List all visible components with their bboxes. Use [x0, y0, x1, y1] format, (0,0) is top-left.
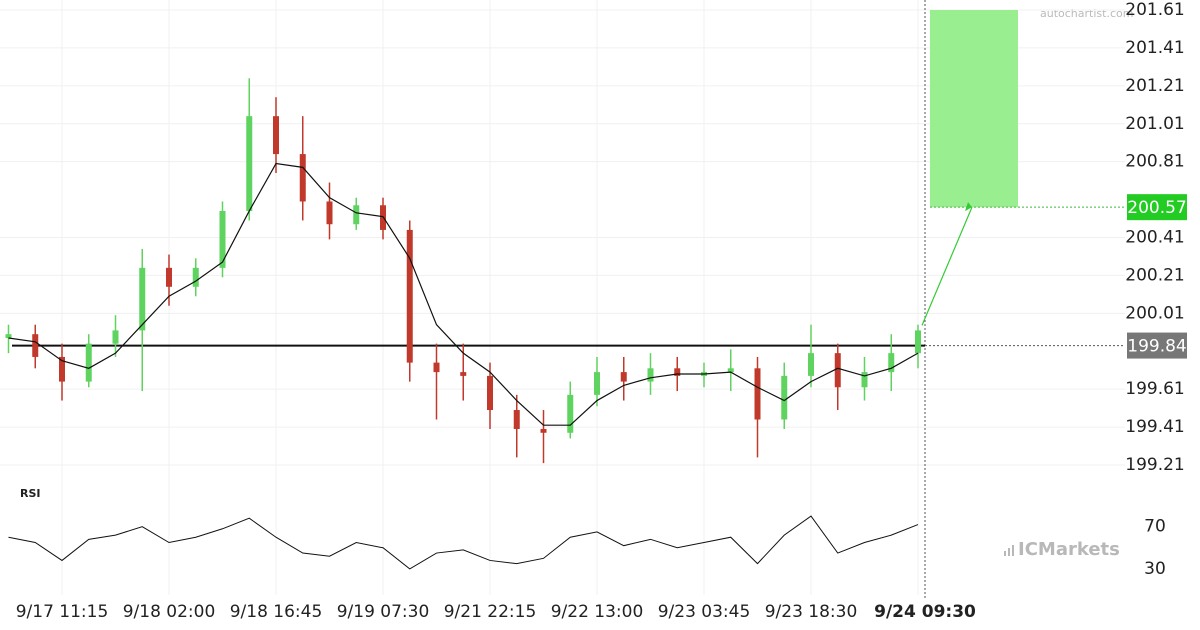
candle-body: [5, 334, 12, 338]
candle-body: [834, 353, 841, 388]
y-tick-label: 199.41: [1125, 417, 1184, 437]
candle-body: [513, 410, 520, 429]
rsi-tick-label: 30: [1144, 559, 1166, 579]
y-tick-label: 199.61: [1125, 379, 1184, 399]
candle-body: [567, 394, 574, 433]
y-tick-label: 201.21: [1125, 76, 1184, 96]
candle-body: [112, 330, 119, 344]
candle-body: [246, 116, 253, 211]
y-tick-label: 201.01: [1125, 114, 1184, 134]
candle-body: [353, 205, 360, 225]
candle-body: [915, 330, 921, 354]
rsi-line: [8, 515, 919, 570]
candle-body: [192, 267, 199, 287]
candle-body: [85, 343, 92, 382]
candle-body: [433, 362, 440, 373]
target-zone: [930, 10, 1018, 208]
candle-body: [888, 353, 895, 373]
candle-body: [326, 201, 333, 225]
candle-body: [808, 353, 814, 376]
candle-body: [166, 267, 172, 287]
y-tick-label: 201.61: [1125, 0, 1184, 20]
y-tick-label: 199.21: [1125, 455, 1184, 475]
x-tick-label: 9/24 09:30: [874, 602, 976, 622]
candle-body: [273, 116, 279, 155]
x-tick-label: 9/22 13:00: [551, 602, 644, 622]
candle-body: [406, 229, 413, 363]
candle-body: [674, 368, 681, 376]
target-label: 200.57: [1127, 198, 1186, 218]
forecast-arrowhead: [965, 202, 972, 212]
x-tick-label: 9/21 22:15: [444, 602, 537, 622]
rsi-label: RSI: [20, 487, 41, 500]
x-tick-label: 9/18 02:00: [123, 602, 216, 622]
y-tick-label: 201.41: [1125, 38, 1184, 58]
forecast-arrow: [921, 206, 973, 326]
candle-body: [139, 267, 146, 331]
candle-body: [781, 375, 788, 420]
candle-body: [59, 356, 65, 382]
broker-logo: ICMarkets: [1018, 539, 1120, 560]
candle-body: [647, 368, 654, 382]
y-tick-label: 200.81: [1125, 152, 1184, 172]
y-tick-label: 200.21: [1125, 265, 1184, 285]
candle-body: [219, 210, 226, 268]
candle-body: [460, 372, 467, 376]
x-tick-label: 9/18 16:45: [230, 602, 323, 622]
candle-body: [32, 334, 39, 357]
candle-body: [540, 428, 547, 433]
level-label-box: [1127, 332, 1187, 359]
logo-bars: [1004, 545, 1014, 556]
rsi-tick-label: 70: [1144, 517, 1166, 537]
candle-body: [727, 368, 734, 373]
candle-body: [620, 372, 627, 382]
y-tick-label: 200.41: [1125, 228, 1184, 248]
level-label: 199.84: [1127, 337, 1186, 357]
candle-body: [487, 375, 493, 411]
x-tick-label: 9/23 18:30: [765, 602, 858, 622]
candle-body: [594, 372, 600, 395]
x-tick-label: 9/19 07:30: [337, 602, 430, 622]
x-tick-label: 9/23 03:45: [658, 602, 751, 622]
candle-body: [861, 372, 868, 388]
watermark: autochartist.com: [1040, 7, 1133, 20]
moving-average: [8, 162, 919, 426]
candle-body: [299, 154, 306, 202]
target-label-box: [1127, 194, 1187, 221]
candle-body: [754, 368, 761, 420]
y-tick-label: 200.01: [1125, 303, 1184, 323]
x-tick-label: 9/17 11:15: [16, 602, 109, 622]
